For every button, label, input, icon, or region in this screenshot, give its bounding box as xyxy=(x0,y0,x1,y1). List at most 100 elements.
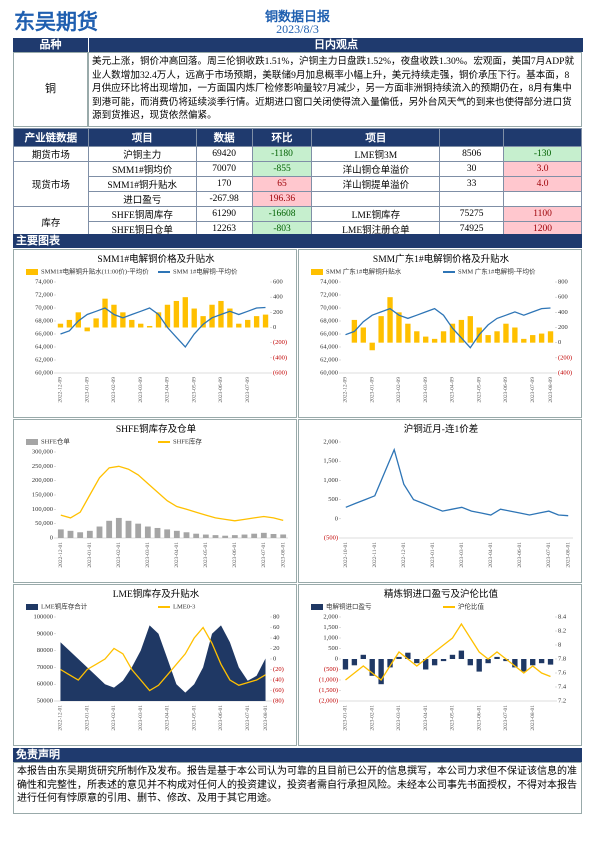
x-tick-label: 2023-04-01 xyxy=(165,705,171,731)
legend-swatch xyxy=(26,604,38,610)
item: 洋山铜提单溢价 xyxy=(311,176,441,192)
x-tick-label: 2023-07-01 xyxy=(503,705,509,731)
bar xyxy=(106,520,113,538)
bar xyxy=(86,530,93,538)
value: 30 xyxy=(439,161,505,177)
table-header: 项目 xyxy=(311,128,441,147)
bar xyxy=(369,659,375,676)
legend-swatch xyxy=(26,269,38,275)
y-tick-label: 250,000 xyxy=(32,463,53,470)
y-tick-label: 200,000 xyxy=(32,477,53,484)
y-tick-label: (500) xyxy=(324,534,338,541)
table-header: 产业链数据 xyxy=(13,128,89,147)
y-tick-label: 64,000 xyxy=(35,343,53,350)
bar xyxy=(253,316,260,328)
bar xyxy=(102,298,108,328)
y2-tick-label: (400) xyxy=(273,354,287,361)
value: 61290 xyxy=(195,206,253,222)
bar xyxy=(227,308,233,328)
table-header: 项目 xyxy=(87,128,197,147)
legend-label: SMM 广东1#电解铜-平均价 xyxy=(458,266,536,275)
line xyxy=(60,306,266,349)
x-tick-label: 2023-05-01 xyxy=(450,705,456,731)
x-tick-label: 2022-12-01 xyxy=(58,542,64,568)
bar xyxy=(111,304,117,328)
bar xyxy=(503,323,509,343)
line xyxy=(345,307,551,349)
x-tick-label: 2023-08-01 xyxy=(280,542,286,568)
bar xyxy=(164,304,171,328)
item: 进口盈亏 xyxy=(87,191,197,207)
table-header: 环比 xyxy=(251,128,313,147)
y2-tick-label: 7.4 xyxy=(558,683,567,690)
x-tick-label: 2023-01-01 xyxy=(430,542,436,568)
item: 洋山铜仓单溢价 xyxy=(311,161,441,177)
y-tick-label: 60,000 xyxy=(320,369,338,376)
x-tick-label: 2023-08-01 xyxy=(530,705,536,731)
change: 3.0 xyxy=(503,161,582,177)
y-tick-label: 66,000 xyxy=(320,330,338,337)
bar xyxy=(129,319,135,328)
change: -855 xyxy=(251,161,313,177)
y2-tick-label: (20) xyxy=(273,666,284,673)
bar xyxy=(251,533,258,538)
x-tick-label: 2023-03-01 xyxy=(145,542,151,568)
x-tick-label: 2023-07-01 xyxy=(261,542,267,568)
y-tick-label: 1,500 xyxy=(323,458,338,465)
legend-swatch xyxy=(311,604,323,610)
y-tick-label: 66,000 xyxy=(35,330,53,337)
legend-label: LME0-3 xyxy=(173,603,195,610)
group-name: 期货市场 xyxy=(13,146,89,162)
y2-tick-label: (600) xyxy=(273,369,287,376)
chart-title: SHFE铜库存及仓单 xyxy=(116,423,197,435)
legend-label: SHFE库存 xyxy=(173,436,202,445)
y2-tick-label: 200 xyxy=(558,324,568,331)
report-title: 铜数据日报 xyxy=(264,9,330,24)
y-tick-label: (2,000) xyxy=(319,697,338,704)
bar xyxy=(146,325,153,328)
y-tick-label: 150,000 xyxy=(32,491,53,498)
x-tick-label: 2023-01-01 xyxy=(87,542,93,568)
y2-tick-label: 0 xyxy=(273,655,276,662)
x-tick-label: 2022-12-09 xyxy=(58,377,64,403)
value: 8506 xyxy=(439,146,505,162)
bar xyxy=(440,659,447,662)
y-tick-label: 300,000 xyxy=(32,448,53,455)
chart-title: 沪铜近月-连1价差 xyxy=(404,423,478,435)
bar xyxy=(512,327,518,343)
x-tick-label: 2023-06-09 xyxy=(218,377,224,403)
bar xyxy=(260,532,267,538)
bar xyxy=(521,338,527,343)
bar xyxy=(405,323,411,343)
legend-label: SMM1#电解铜升贴水(11:00价)-平均价 xyxy=(41,266,149,275)
change: -130 xyxy=(503,146,582,162)
view-header: 日内观点 xyxy=(88,38,583,52)
bar xyxy=(84,327,90,332)
x-tick-label: 2023-04-01 xyxy=(488,542,494,568)
table-header: 数据 xyxy=(195,128,253,147)
bar xyxy=(202,534,209,538)
y2-tick-label: (200) xyxy=(273,339,287,346)
x-tick-label: 2023-07-09 xyxy=(530,377,536,403)
area xyxy=(60,625,266,701)
y-tick-label: 2,000 xyxy=(323,613,338,620)
line xyxy=(345,622,551,681)
bar xyxy=(396,656,402,659)
bar xyxy=(387,659,393,668)
y2-tick-label: (200) xyxy=(558,354,572,361)
bar xyxy=(135,523,142,538)
bar xyxy=(173,300,180,328)
bar xyxy=(67,530,74,538)
bar xyxy=(414,659,420,664)
line xyxy=(345,447,569,517)
bar xyxy=(360,327,366,343)
x-tick-label: 2023-07-01 xyxy=(245,705,251,731)
group-name: 库存 xyxy=(13,206,89,237)
x-tick-label: 2023-06-01 xyxy=(232,542,238,568)
bar xyxy=(378,316,384,343)
y-tick-label: 68,000 xyxy=(320,317,338,324)
x-tick-label: 2023-06-01 xyxy=(476,705,482,731)
x-tick-label: 2023-04-01 xyxy=(174,542,180,568)
